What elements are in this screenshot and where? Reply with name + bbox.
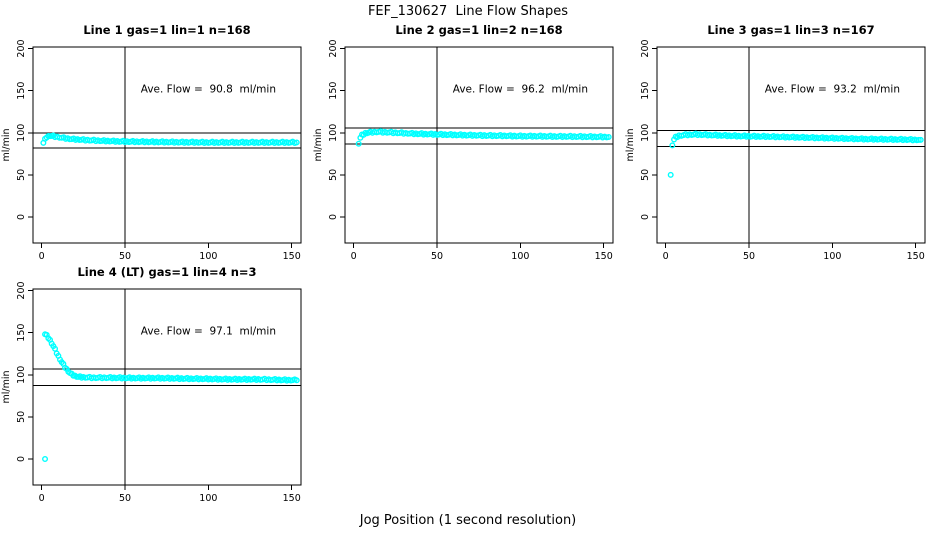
data-points	[42, 331, 300, 462]
subplot-line-1: Line 1 gas=1 lin=1 n=168 0 50 100 150 200 0 50 1…	[1, 23, 302, 262]
data-points	[667, 130, 924, 178]
figure-title: FEF_130627 Line Flow Shapes	[367, 4, 569, 19]
x-tick-label: 150	[907, 251, 925, 262]
plot-frame	[656, 46, 926, 244]
y-tick-label: 150	[328, 82, 339, 100]
y-tick-label: 150	[16, 82, 27, 100]
y-axis-unit-label: ml/min	[1, 128, 12, 161]
subplot-title: Line 1 gas=1 lin=1 n=168	[83, 23, 250, 37]
x-tick-label: 100	[511, 251, 529, 262]
subplot-title: Line 4 (LT) gas=1 lin=4 n=3	[77, 265, 256, 279]
x-tick-label: 0	[39, 251, 45, 262]
data-points	[40, 132, 300, 147]
y-tick-label: 100	[16, 124, 27, 142]
x-tick-label: 150	[283, 493, 301, 504]
ave-flow-annotation: Ave. Flow = 90.8 ml/min	[141, 83, 276, 95]
y-tick-label: 150	[640, 82, 651, 100]
outlier-point	[355, 140, 362, 147]
x-tick-label: 100	[199, 251, 217, 262]
y-tick-label: 50	[328, 169, 339, 181]
y-tick-label: 0	[16, 456, 27, 462]
subplot-title: Line 3 gas=1 lin=3 n=167	[707, 23, 874, 37]
y-tick-label: 0	[328, 214, 339, 220]
outlier-point	[667, 171, 674, 178]
plot-frame	[344, 46, 614, 244]
x-tick-label: 0	[39, 493, 45, 504]
data-points	[355, 128, 612, 147]
y-axis-unit-label: ml/min	[313, 128, 324, 161]
y-tick-label: 0	[640, 214, 651, 220]
plot-frame	[32, 46, 302, 244]
plot-frame	[32, 288, 302, 486]
y-tick-label: 100	[16, 366, 27, 384]
y-tick-label: 100	[328, 124, 339, 142]
y-tick-label: 200	[328, 39, 339, 57]
x-tick-label: 50	[743, 251, 755, 262]
y-tick-label: 150	[16, 324, 27, 342]
y-tick-label: 200	[16, 39, 27, 57]
outlier-point	[669, 142, 676, 149]
y-tick-label: 100	[640, 124, 651, 142]
ave-flow-annotation: Ave. Flow = 97.1 ml/min	[141, 325, 276, 337]
y-tick-label: 200	[640, 39, 651, 57]
x-tick-label: 150	[595, 251, 613, 262]
ave-flow-annotation: Ave. Flow = 93.2 ml/min	[765, 83, 900, 95]
y-axis-unit-label: ml/min	[1, 370, 12, 403]
x-tick-label: 150	[283, 251, 301, 262]
x-tick-label: 100	[823, 251, 841, 262]
y-tick-label: 50	[640, 169, 651, 181]
subplot-line-3: Line 3 gas=1 lin=3 n=167 0 50 100 150 200 0 50 1…	[625, 23, 926, 262]
x-tick-label: 50	[431, 251, 443, 262]
subplot-line-4: Line 4 (LT) gas=1 lin=4 n=3 0 50 100 150 200 0…	[1, 265, 302, 504]
x-tick-label: 100	[199, 493, 217, 504]
subplot-title: Line 2 gas=1 lin=2 n=168	[395, 23, 562, 37]
y-axis-unit-label: ml/min	[625, 128, 636, 161]
y-tick-label: 0	[16, 214, 27, 220]
x-axis-label: Jog Position (1 second resolution)	[359, 513, 577, 528]
ave-flow-annotation: Ave. Flow = 96.2 ml/min	[453, 83, 588, 95]
y-tick-label: 50	[16, 169, 27, 181]
x-tick-label: 0	[663, 251, 669, 262]
x-tick-label: 50	[119, 493, 131, 504]
x-tick-label: 50	[119, 251, 131, 262]
outlier-point	[42, 455, 49, 462]
x-tick-label: 0	[351, 251, 357, 262]
y-tick-label: 50	[16, 411, 27, 423]
y-tick-label: 200	[16, 281, 27, 299]
subplot-line-2: Line 2 gas=1 lin=2 n=168 0 50 100 150 200 0 50 1…	[313, 23, 614, 262]
